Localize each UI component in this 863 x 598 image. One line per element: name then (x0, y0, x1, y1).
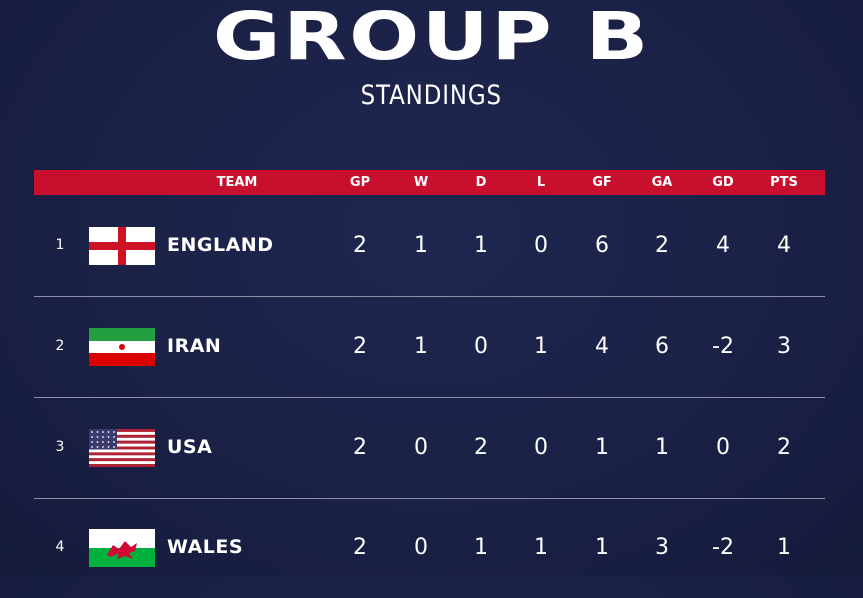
stat-gd: 4 (716, 233, 730, 258)
col-team: TEAM (216, 175, 258, 190)
table-row: 2 IRAN 2 1 0 1 4 6 -2 3 (34, 297, 825, 397)
stat-gp: 2 (353, 334, 367, 359)
usa-flag-icon (89, 429, 155, 467)
stat-gf: 1 (595, 535, 609, 560)
stat-w: 1 (414, 233, 428, 258)
standings-subtitle: STANDINGS (360, 80, 502, 111)
rank: 2 (55, 338, 65, 354)
table-header: TEAM GP W D L GF GA GD PTS (34, 170, 825, 195)
stat-gd: -2 (712, 334, 734, 359)
team-name: USA (167, 436, 213, 458)
team-name: WALES (167, 536, 244, 558)
stat-gf: 4 (595, 334, 609, 359)
stat-l: 1 (534, 535, 548, 560)
stat-ga: 1 (655, 435, 669, 460)
stat-l: 0 (534, 435, 548, 460)
stat-w: 0 (414, 435, 428, 460)
table-row: 3 USA 2 0 2 0 1 1 0 2 (34, 398, 825, 498)
col-gp: GP (349, 175, 371, 190)
stat-pts: 3 (777, 334, 791, 359)
stat-d: 2 (474, 435, 488, 460)
stat-gp: 2 (353, 535, 367, 560)
wales-flag-icon (89, 529, 155, 567)
stat-l: 1 (534, 334, 548, 359)
england-flag-icon (89, 227, 155, 265)
stat-gd: 0 (716, 435, 730, 460)
stat-w: 1 (414, 334, 428, 359)
col-l: L (536, 175, 546, 190)
rank: 1 (55, 237, 65, 253)
stat-gf: 1 (595, 435, 609, 460)
stat-ga: 2 (655, 233, 669, 258)
col-pts: PTS (770, 175, 798, 190)
group-title: GROUP B (212, 0, 651, 75)
col-gd: GD (712, 175, 734, 190)
stat-l: 0 (534, 233, 548, 258)
stat-gf: 6 (595, 233, 609, 258)
stat-d: 0 (474, 334, 488, 359)
row-divider (34, 498, 825, 499)
team-name: ENGLAND (167, 234, 274, 256)
stat-d: 1 (474, 233, 488, 258)
col-w: W (413, 175, 429, 190)
rank: 3 (55, 439, 65, 455)
stat-gp: 2 (353, 233, 367, 258)
row-divider (34, 296, 825, 297)
stat-gp: 2 (353, 435, 367, 460)
col-ga: GA (651, 175, 673, 190)
stat-pts: 2 (777, 435, 791, 460)
stat-ga: 6 (655, 334, 669, 359)
stat-pts: 4 (777, 233, 791, 258)
row-divider (34, 397, 825, 398)
table-row: 4 WALES 2 0 1 1 1 3 -2 1 (34, 498, 825, 598)
stat-d: 1 (474, 535, 488, 560)
stat-gd: -2 (712, 535, 734, 560)
stat-ga: 3 (655, 535, 669, 560)
iran-flag-icon (89, 328, 155, 366)
stat-pts: 1 (777, 535, 791, 560)
table-row: 1 ENGLAND 2 1 1 0 6 2 4 4 (34, 196, 825, 296)
team-name: IRAN (167, 335, 222, 357)
rank: 4 (55, 539, 65, 555)
col-gf: GF (592, 175, 612, 190)
col-d: D (475, 175, 487, 190)
stat-w: 0 (414, 535, 428, 560)
